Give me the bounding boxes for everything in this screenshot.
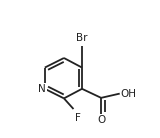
- Text: O: O: [97, 115, 105, 125]
- Text: Br: Br: [76, 33, 88, 43]
- Text: OH: OH: [120, 89, 136, 99]
- Text: F: F: [75, 113, 81, 123]
- Text: N: N: [38, 84, 46, 94]
